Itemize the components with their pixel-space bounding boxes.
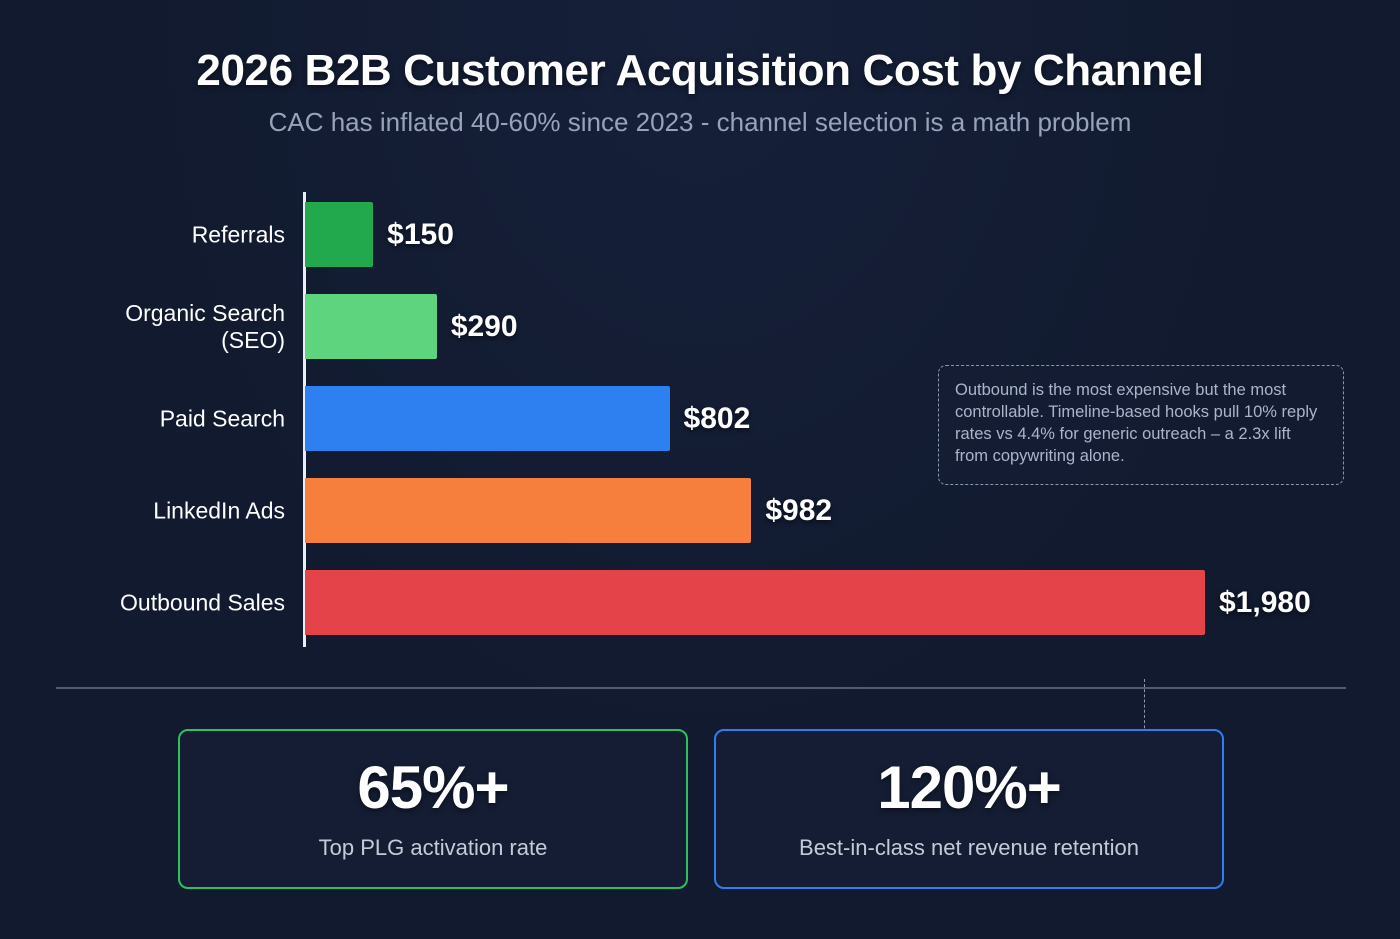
bar (305, 478, 752, 543)
y-axis-line (303, 192, 306, 647)
bar-row: Referrals $150 (0, 202, 1400, 267)
kpi-label: Best-in-class net revenue retention (799, 834, 1139, 860)
bar-category-label: LinkedIn Ads (153, 496, 285, 523)
bar-value-label: $982 (765, 493, 833, 527)
bar-chart: Referrals $150 Organic Search (SEO) $290 Pai… (0, 190, 1400, 759)
page-title: 2026 B2B Customer Acquisition Cost by Ch… (196, 46, 1204, 95)
bar-category-label: Referrals (191, 220, 285, 247)
bar-row: LinkedIn Ads $982 (0, 478, 1400, 543)
kpi-card-row: 65%+ Top PLG activation rate 120%+ Best-in-… (178, 729, 1224, 889)
annotation-callout: Outbound is the most expensive but the m… (938, 365, 1344, 485)
bar-value-label: $150 (387, 217, 454, 251)
kpi-card: 120%+ Best-in-class net revenue retention (714, 729, 1224, 889)
kpi-value: 120%+ (877, 753, 1061, 821)
annotation-text: Outbound is the most expensive but the m… (955, 381, 1318, 465)
bar-value-label: $802 (683, 401, 751, 435)
bar-value-label: $1,980 (1219, 585, 1311, 619)
bar-value-label: $290 (450, 309, 518, 343)
kpi-label: Top PLG activation rate (318, 834, 548, 860)
section-divider (56, 687, 1346, 689)
annotation-leader-line (1144, 679, 1145, 759)
bar-row: Paid Search $802 (0, 386, 1400, 451)
kpi-value: 65%+ (357, 753, 509, 821)
bar-row: Organic Search (SEO) $290 (0, 294, 1400, 359)
bar-category-label: Organic Search (SEO) (125, 299, 285, 353)
bar (305, 386, 670, 451)
bar-category-label: Paid Search (159, 404, 285, 431)
chart-header: 2026 B2B Customer Acquisition Cost by Ch… (0, 46, 1400, 138)
bar (305, 570, 1205, 635)
bar (305, 202, 374, 267)
kpi-card: 65%+ Top PLG activation rate (178, 729, 688, 889)
bar-row: Outbound Sales $1,980 (0, 570, 1400, 635)
page-subtitle: CAC has inflated 40-60% since 2023 - cha… (268, 107, 1132, 138)
bar-category-label: Outbound Sales (120, 588, 285, 615)
bar (305, 294, 437, 359)
